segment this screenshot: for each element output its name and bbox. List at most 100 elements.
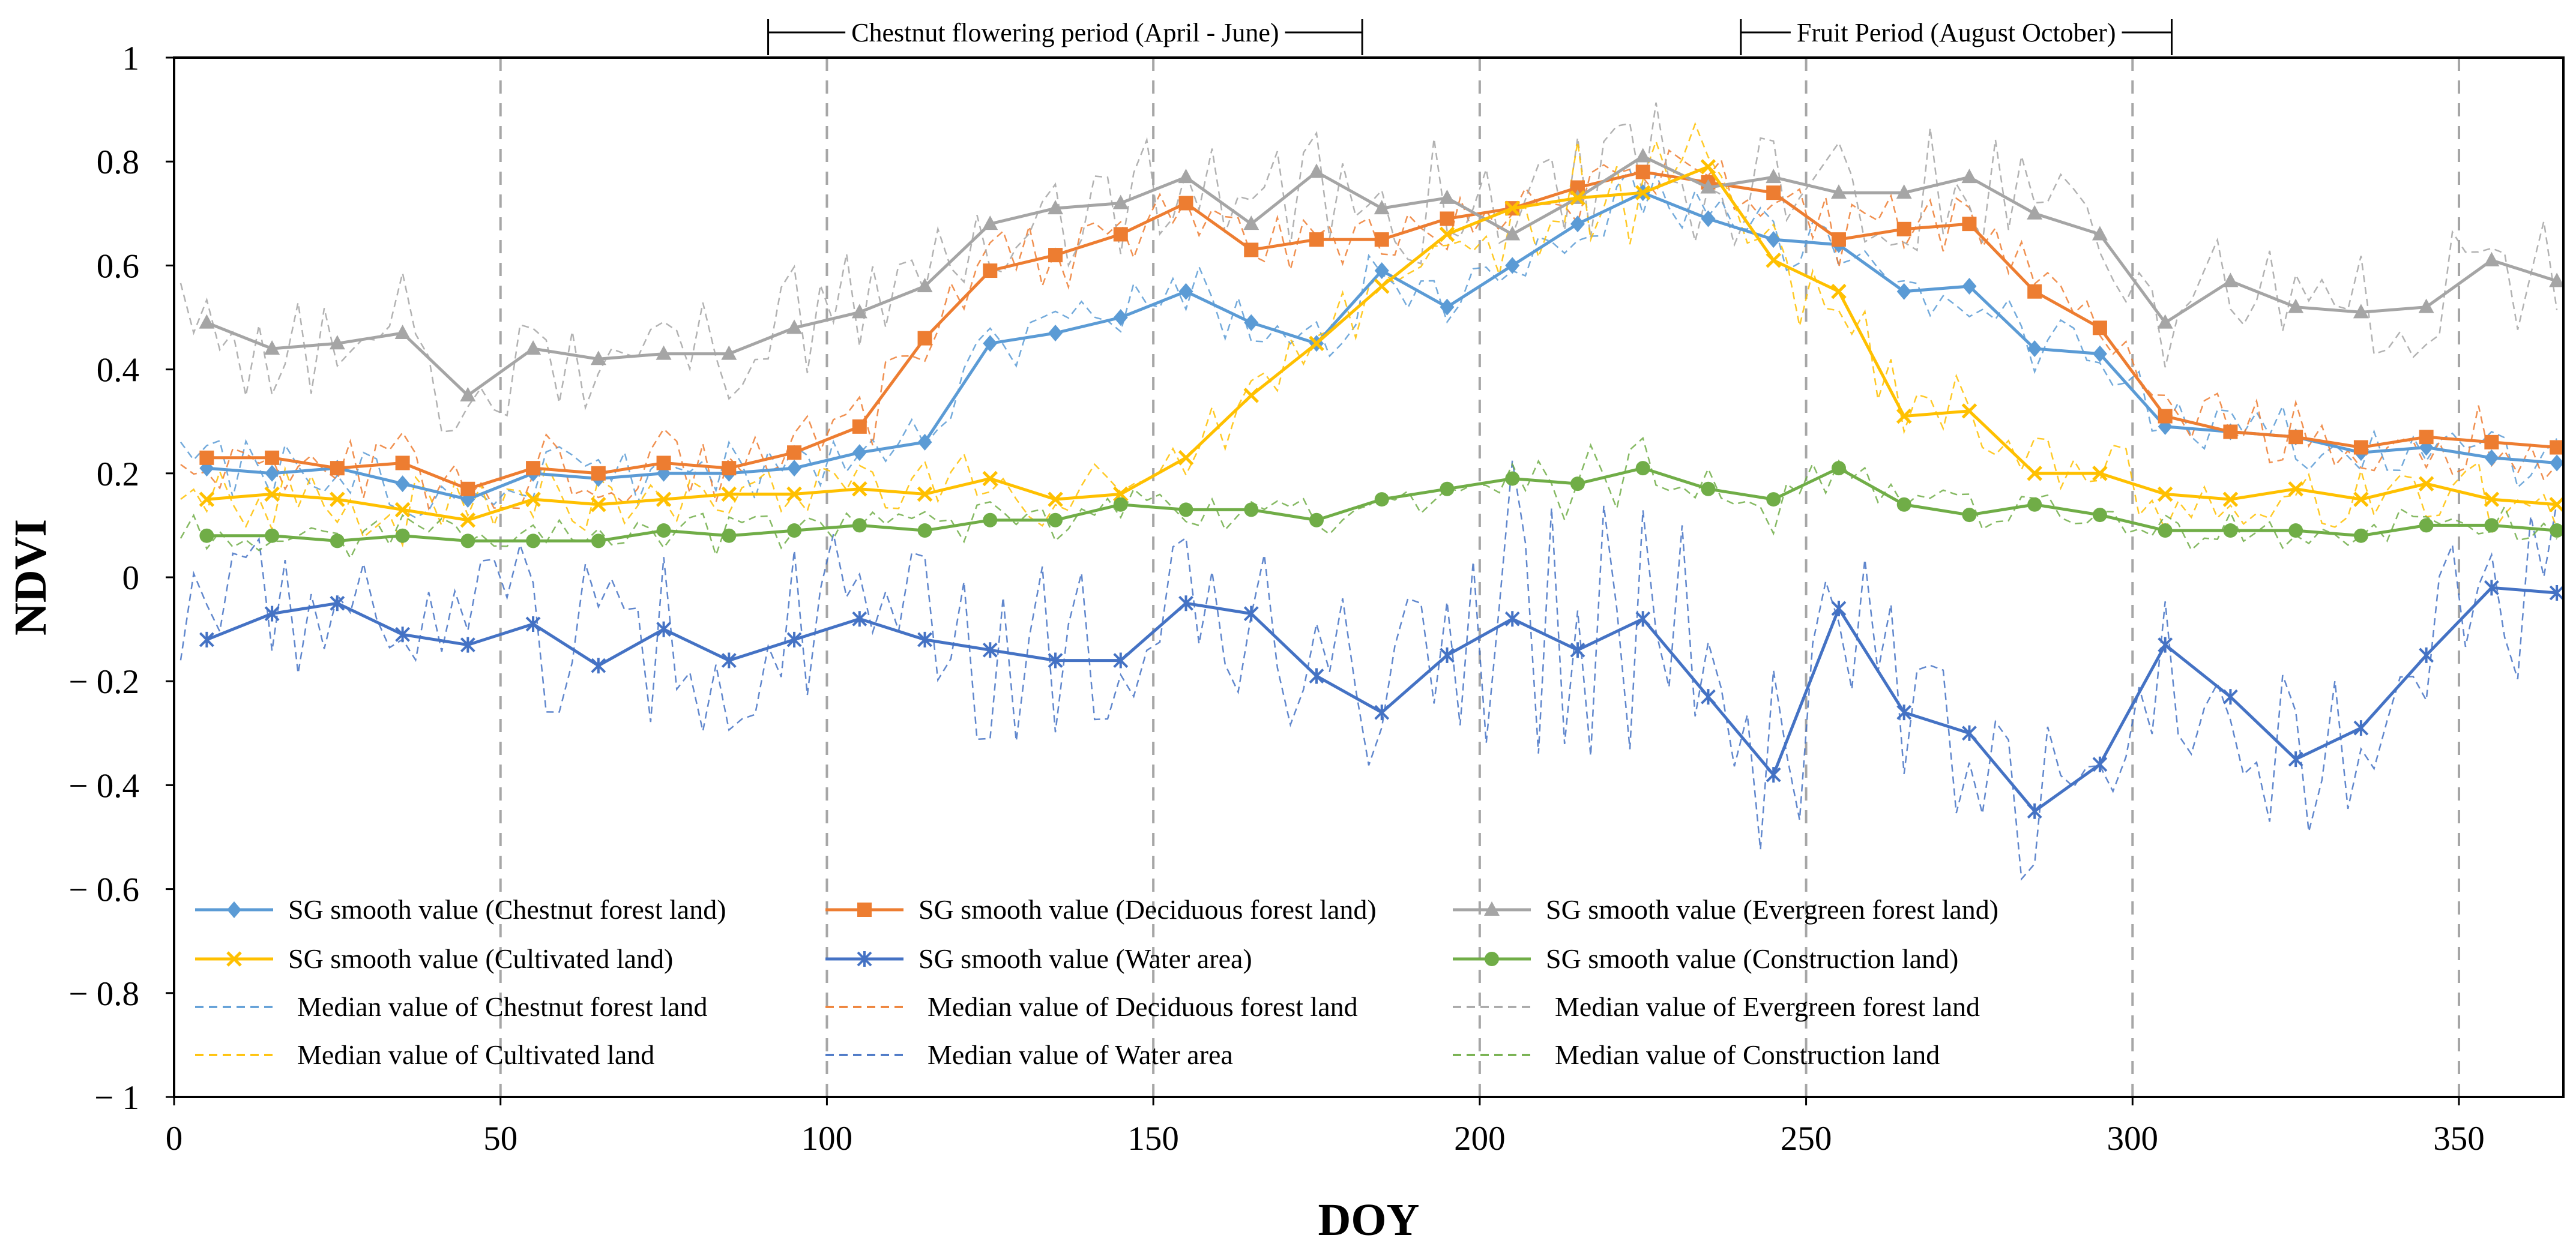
data-point-sg-smooth-value-water-area-115 [917, 631, 932, 648]
data-point-sg-smooth-value-water-area-165 [1243, 605, 1259, 622]
data-point-sg-smooth-value-deciduous-forest-land-125 [983, 263, 998, 278]
data-point-sg-smooth-value-evergreen-forest-land-185 [1374, 200, 1390, 215]
data-point-sg-smooth-value-deciduous-forest-land-275 [1962, 217, 1977, 232]
data-point-sg-smooth-value-chestnut-forest-land-265 [1896, 283, 1911, 300]
data-point-sg-smooth-value-cultivated-land-335 [2353, 491, 2369, 507]
data-point-sg-smooth-value-deciduous-forest-land-145 [1113, 227, 1128, 242]
data-point-sg-smooth-value-water-area-215 [1570, 642, 1585, 658]
data-point-sg-smooth-value-deciduous-forest-land-105 [852, 419, 867, 434]
data-point-sg-smooth-value-construction-land-265 [1896, 497, 1911, 512]
legend-item-sg-smooth-value-deciduous-forest-land-label: SG smooth value (Deciduous forest land) [918, 894, 1377, 925]
data-point-sg-smooth-value-cultivated-land-125 [982, 470, 998, 487]
legend-item-sg-smooth-value-evergreen-forest-land-marker [1484, 901, 1500, 916]
data-point-sg-smooth-value-deciduous-forest-land-45 [460, 481, 475, 496]
data-point-sg-smooth-value-water-area-125 [982, 642, 998, 658]
data-point-sg-smooth-value-deciduous-forest-land-355 [2484, 434, 2499, 449]
y-tick-label-10: − 1 [94, 1079, 139, 1117]
data-point-sg-smooth-value-water-area-95 [786, 631, 802, 648]
legend-item-median-value-of-deciduous-forest-land-label: Median value of Deciduous forest land [928, 991, 1358, 1022]
legend-item-median-value-of-water-area-label: Median value of Water area [928, 1039, 1233, 1070]
data-point-sg-smooth-value-evergreen-forest-land-295 [2092, 226, 2108, 241]
data-point-sg-smooth-value-chestnut-forest-land-135 [1048, 324, 1063, 341]
data-point-sg-smooth-value-chestnut-forest-land-195 [1440, 298, 1455, 316]
data-point-sg-smooth-value-deciduous-forest-land-365 [2550, 440, 2565, 455]
data-point-sg-smooth-value-cultivated-land-285 [2027, 466, 2042, 481]
data-point-sg-smooth-value-deciduous-forest-land-255 [1831, 232, 1846, 247]
x-tick-label-250: 250 [1781, 1120, 1832, 1158]
data-point-sg-smooth-value-water-area-295 [2092, 756, 2108, 772]
data-point-sg-smooth-value-water-area-335 [2353, 720, 2369, 736]
data-point-sg-smooth-value-cultivated-land-45 [460, 512, 476, 528]
data-point-sg-smooth-value-cultivated-land-325 [2288, 481, 2303, 497]
legend-item-sg-smooth-value-construction-land-label: SG smooth value (Construction land) [1546, 943, 1958, 974]
data-point-sg-smooth-value-construction-land-45 [460, 533, 475, 548]
data-point-sg-smooth-value-construction-land-35 [395, 528, 410, 543]
data-point-sg-smooth-value-evergreen-forest-land-145 [1112, 194, 1129, 209]
data-point-sg-smooth-value-deciduous-forest-land-265 [1896, 221, 1911, 236]
data-point-sg-smooth-value-deciduous-forest-land-165 [1244, 242, 1259, 257]
data-point-sg-smooth-value-evergreen-forest-land-105 [851, 304, 867, 319]
data-point-sg-smooth-value-construction-land-335 [2353, 528, 2368, 543]
data-point-sg-smooth-value-deciduous-forest-land-85 [722, 461, 737, 476]
data-point-sg-smooth-value-cultivated-land-185 [1374, 278, 1390, 294]
data-point-sg-smooth-value-cultivated-land-195 [1439, 226, 1455, 242]
median-line-median-value-of-deciduous-forest-land [180, 149, 2558, 511]
data-point-sg-smooth-value-water-area-195 [1440, 647, 1455, 663]
data-point-sg-smooth-value-construction-land-195 [1440, 481, 1455, 496]
data-point-sg-smooth-value-cultivated-land-15 [264, 486, 280, 502]
plot-background [174, 58, 2563, 1097]
data-point-sg-smooth-value-water-area-135 [1048, 652, 1063, 669]
x-tick-label-100: 100 [801, 1120, 853, 1158]
period-2-label: Fruit Period (August October) [1797, 18, 2116, 47]
data-point-sg-smooth-value-construction-land-145 [1113, 497, 1128, 512]
x-tick-label-300: 300 [2107, 1120, 2159, 1158]
data-point-sg-smooth-value-water-area-55 [525, 616, 541, 632]
data-point-sg-smooth-value-water-area-105 [852, 611, 867, 627]
series-sg-smooth-value-cultivated-land [199, 159, 2565, 528]
data-point-sg-smooth-value-construction-land-25 [330, 533, 345, 548]
data-point-sg-smooth-value-construction-land-205 [1505, 471, 1520, 486]
data-point-sg-smooth-value-deciduous-forest-land-325 [2288, 430, 2303, 445]
data-point-sg-smooth-value-water-area-185 [1374, 705, 1390, 721]
data-point-sg-smooth-value-evergreen-forest-land-195 [1439, 189, 1455, 204]
y-tick-label-9: − 0.8 [68, 975, 139, 1013]
data-point-sg-smooth-value-evergreen-forest-land-135 [1048, 200, 1064, 215]
data-point-sg-smooth-value-cultivated-land-155 [1178, 450, 1194, 466]
data-point-sg-smooth-value-construction-land-185 [1374, 492, 1389, 507]
data-point-sg-smooth-value-chestnut-forest-land-205 [1505, 257, 1520, 274]
smooth-lines [199, 148, 2565, 819]
median-line-median-value-of-evergreen-forest-land [179, 102, 2558, 433]
data-point-sg-smooth-value-construction-land-105 [852, 518, 867, 533]
legend-item-sg-smooth-value-deciduous-forest-land-marker [857, 903, 872, 917]
data-point-sg-smooth-value-water-area-355 [2484, 580, 2499, 596]
data-point-sg-smooth-value-construction-land-165 [1244, 502, 1259, 517]
data-point-sg-smooth-value-water-area-45 [460, 637, 475, 653]
data-point-sg-smooth-value-deciduous-forest-land-195 [1440, 211, 1455, 226]
data-point-sg-smooth-value-cultivated-land-135 [1048, 491, 1063, 507]
legend-item-sg-smooth-value-evergreen-forest-land-label: SG smooth value (Evergreen forest land) [1546, 894, 1998, 925]
data-point-sg-smooth-value-water-area-65 [591, 658, 606, 674]
legend-item-sg-smooth-value-cultivated-land-marker [226, 951, 242, 967]
data-point-sg-smooth-value-water-area-25 [330, 595, 345, 611]
legend-item-sg-smooth-value-chestnut-forest-land-marker [227, 901, 241, 918]
data-point-sg-smooth-value-evergreen-forest-land-325 [2288, 298, 2304, 313]
data-point-sg-smooth-value-cultivated-land-115 [917, 486, 933, 502]
data-point-sg-smooth-value-cultivated-land-365 [2549, 496, 2565, 512]
data-point-sg-smooth-value-cultivated-land-275 [1961, 403, 1977, 419]
data-point-sg-smooth-value-water-area-265 [1896, 705, 1912, 721]
data-point-sg-smooth-value-water-area-35 [395, 626, 411, 643]
data-point-sg-smooth-value-construction-land-15 [265, 528, 280, 543]
data-point-sg-smooth-value-cultivated-land-225 [1635, 185, 1651, 200]
data-point-sg-smooth-value-deciduous-forest-land-185 [1374, 232, 1389, 247]
data-point-sg-smooth-value-construction-land-115 [917, 523, 932, 538]
data-point-sg-smooth-value-chestnut-forest-land-245 [1766, 231, 1781, 248]
data-point-sg-smooth-value-cultivated-land-315 [2222, 491, 2239, 507]
data-point-sg-smooth-value-water-area-255 [1831, 600, 1847, 616]
data-point-sg-smooth-value-construction-land-245 [1766, 492, 1781, 507]
data-point-sg-smooth-value-cultivated-land-205 [1504, 200, 1520, 216]
x-axis-ticks: 0 50 100 150 200 250 300 350 [166, 1097, 2485, 1158]
data-point-sg-smooth-value-water-area-205 [1504, 611, 1520, 627]
data-point-sg-smooth-value-construction-land-125 [983, 512, 998, 527]
data-point-sg-smooth-value-water-area-145 [1113, 652, 1129, 669]
x-tick-label-50: 50 [483, 1120, 517, 1158]
